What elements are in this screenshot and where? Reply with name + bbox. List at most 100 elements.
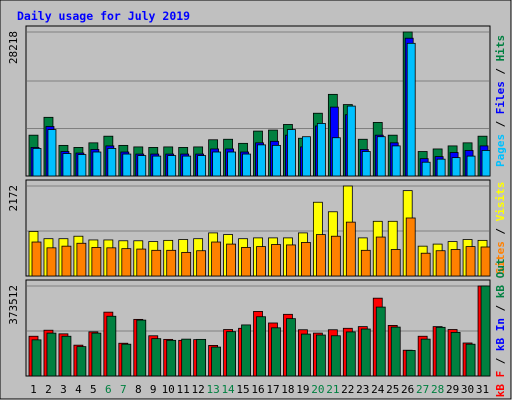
bar-pages-day-20	[316, 123, 326, 177]
bar-pages-day-13	[212, 151, 222, 177]
bar-sites-day-3	[61, 245, 72, 277]
x-tick-day-21: 21	[326, 383, 339, 396]
bar-kb-out-day-20	[315, 334, 326, 377]
legend-sites: Sites	[494, 241, 507, 274]
x-tick-day-11: 11	[177, 383, 190, 396]
bar-pages-day-27	[421, 161, 431, 177]
bar-kb-out-day-3	[61, 335, 72, 377]
bar-pages-day-9	[152, 155, 162, 177]
x-tick-day-29: 29	[446, 383, 459, 396]
x-tick-day-13: 13	[206, 383, 219, 396]
bar-sites-day-18	[286, 244, 296, 277]
x-tick-day-27: 27	[416, 383, 429, 396]
x-tick-day-4: 4	[75, 383, 82, 396]
bar-pages-day-21	[331, 137, 341, 177]
bar-pages-day-14	[227, 151, 236, 177]
bar-sites-day-22	[345, 221, 356, 277]
bar-kb-out-day-2	[46, 332, 57, 377]
bar-pages-day-23	[361, 151, 371, 177]
bar-pages-day-7	[122, 153, 132, 177]
bar-kb-out-day-29	[450, 331, 461, 377]
x-tick-day-31: 31	[476, 383, 489, 396]
legend-separator-kbytes-0: /	[494, 357, 507, 364]
bar-sites-day-30	[465, 246, 476, 277]
max-label-visits-sites: 2172	[7, 185, 20, 212]
bar-pages-day-2	[47, 129, 57, 177]
bar-kb-out-day-28	[435, 326, 446, 377]
legend-pages: Pages	[494, 134, 507, 167]
bar-kb-out-day-11	[181, 338, 192, 377]
bar-kb-out-day-9	[151, 338, 162, 377]
legend-separator-visits-sites-0: /	[494, 228, 507, 235]
bar-kb-out-day-25	[390, 326, 401, 377]
bar-kb-out-day-4	[76, 346, 87, 377]
chart-title: Daily usage for July 2019	[17, 9, 190, 23]
bar-pages-day-11	[182, 155, 192, 177]
bar-sites-day-9	[151, 249, 162, 277]
bar-kb-out-day-6	[106, 315, 117, 377]
x-tick-day-20: 20	[311, 383, 324, 396]
x-tick-day-15: 15	[236, 383, 249, 396]
bar-kb-out-day-12	[196, 338, 207, 377]
bar-pages-day-1	[32, 148, 42, 177]
bar-pages-day-28	[436, 158, 446, 177]
x-tick-day-25: 25	[386, 383, 399, 396]
bar-pages-day-10	[167, 155, 177, 177]
bar-pages-day-15	[242, 153, 251, 177]
bar-kb-out-day-16	[256, 316, 266, 377]
x-tick-day-12: 12	[192, 383, 205, 396]
bar-kb-out-day-26	[405, 350, 416, 377]
bar-sites-day-29	[450, 249, 461, 277]
legend-separator-hits-files-pages-1: /	[494, 68, 507, 75]
legend-kb-in: kB In	[494, 318, 507, 351]
x-tick-day-24: 24	[371, 383, 385, 396]
bar-sites-day-19	[301, 242, 311, 277]
bar-pages-day-17	[272, 144, 281, 177]
bar-sites-day-1	[31, 241, 42, 277]
bar-kb-out-day-23	[360, 328, 371, 377]
bar-sites-day-14	[226, 243, 236, 277]
bar-kb-out-day-7	[121, 343, 132, 377]
x-tick-day-1: 1	[30, 383, 37, 396]
x-tick-day-17: 17	[266, 383, 279, 396]
bar-sites-day-23	[360, 249, 371, 277]
bar-kb-out-day-30	[465, 343, 476, 377]
x-tick-day-5: 5	[90, 383, 97, 396]
x-tick-day-10: 10	[162, 383, 175, 396]
bar-pages-day-12	[197, 155, 207, 177]
bar-kb-out-day-8	[136, 319, 147, 377]
bar-pages-day-22	[346, 105, 356, 177]
bar-sites-day-10	[166, 249, 177, 277]
bar-kb-out-day-21	[330, 335, 341, 377]
x-tick-day-3: 3	[60, 383, 67, 396]
bar-kb-out-day-14	[226, 331, 236, 377]
x-tick-day-30: 30	[461, 383, 474, 396]
bar-kb-out-day-27	[420, 338, 431, 377]
bar-pages-day-30	[466, 155, 476, 177]
bar-sites-day-31	[480, 246, 491, 277]
bar-sites-day-27	[420, 252, 431, 277]
max-label-hits-files-pages: 28218	[7, 31, 20, 64]
x-tick-day-18: 18	[281, 383, 294, 396]
x-tick-day-28: 28	[431, 383, 444, 396]
legend-kb-f: kB F	[494, 371, 507, 398]
bar-sites-day-12	[196, 250, 207, 277]
bar-sites-day-5	[91, 247, 102, 277]
bar-kb-out-day-19	[301, 333, 311, 377]
bar-pages-day-4	[77, 154, 87, 177]
bar-pages-day-6	[107, 148, 117, 177]
bar-kb-out-day-17	[271, 327, 281, 377]
x-tick-day-23: 23	[356, 383, 369, 396]
bar-sites-day-15	[241, 247, 251, 277]
max-label-kbytes: 373512	[7, 285, 20, 325]
bar-kb-out-day-31	[480, 285, 491, 377]
bar-sites-day-24	[375, 236, 386, 277]
bar-sites-day-16	[256, 246, 266, 277]
legend-separator-hits-files-pages-0: /	[494, 120, 507, 127]
bar-pages-day-5	[92, 151, 102, 177]
x-tick-day-7: 7	[120, 383, 127, 396]
bar-sites-day-4	[76, 242, 87, 277]
bar-kb-out-day-15	[241, 324, 251, 377]
